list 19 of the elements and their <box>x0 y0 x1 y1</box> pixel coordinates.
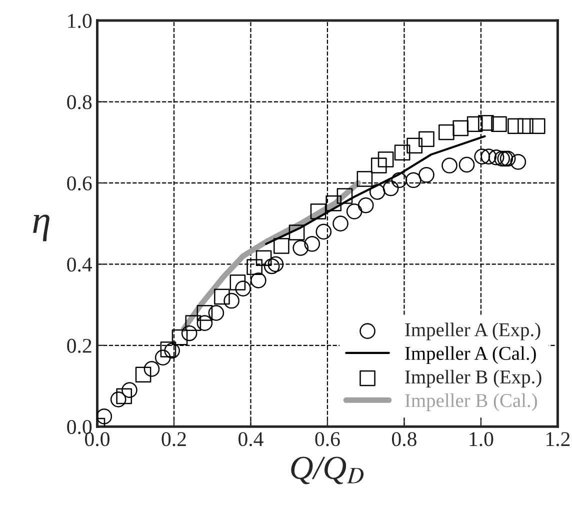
x-tick-label: 0.6 <box>315 432 340 446</box>
x-tick-label: 1.0 <box>470 432 494 446</box>
legend-label: Impeller A (Exp.) <box>405 322 540 340</box>
x-tick-label: 0.8 <box>392 432 416 446</box>
legend-label: Impeller B (Exp.) <box>405 370 542 388</box>
x-tick-label: 0.2 <box>162 432 186 446</box>
legend-label: Impeller B (Cal.) <box>405 393 537 412</box>
y-tick-label: 0.2 <box>67 338 92 353</box>
y-tick-label: 1.0 <box>68 14 92 28</box>
y-tick-label: 0.6 <box>67 176 92 191</box>
y-tick-label: 0.0 <box>67 420 92 434</box>
y-axis-title: η <box>33 214 50 242</box>
x-tick-label: 0.4 <box>238 432 264 446</box>
x-tick-label: 0.0 <box>85 432 110 446</box>
x-axis-title: Q/Q$_{D}$ <box>291 456 364 484</box>
y-tick-label: 0.8 <box>67 95 92 110</box>
legend-label: Impeller A (Cal.) <box>405 346 536 364</box>
x-tick-label: 1.2 <box>546 432 570 446</box>
y-tick-label: 0.4 <box>67 258 92 272</box>
